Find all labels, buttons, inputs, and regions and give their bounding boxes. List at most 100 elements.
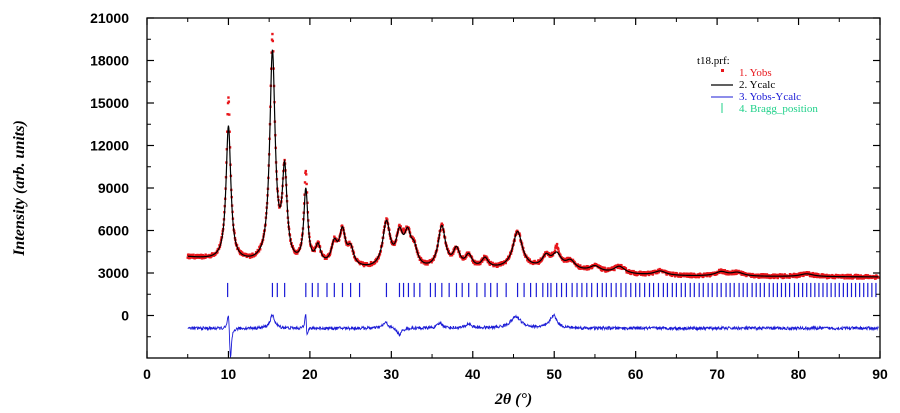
yobs-point bbox=[257, 250, 261, 253]
yobs-point bbox=[765, 275, 768, 279]
x-tick-label: 90 bbox=[872, 366, 888, 382]
yobs-point bbox=[227, 96, 230, 99]
yobs-point bbox=[639, 270, 642, 274]
yobs-point bbox=[192, 253, 195, 256]
yobs-point bbox=[772, 276, 776, 280]
yobs-point bbox=[855, 273, 858, 277]
yobs-point bbox=[386, 218, 389, 221]
yobs-point bbox=[749, 273, 752, 276]
yobs-point bbox=[472, 261, 476, 264]
yobs-point bbox=[756, 273, 760, 276]
yobs-point bbox=[430, 261, 433, 264]
legend-label: 3. Yobs-Ycalc bbox=[739, 91, 801, 103]
x-tick-label: 40 bbox=[465, 366, 481, 382]
yobs-point bbox=[737, 269, 740, 273]
yobs-point bbox=[823, 274, 826, 277]
legend-marker-yobs bbox=[721, 69, 724, 72]
yobs-point bbox=[494, 262, 498, 266]
yobs-point bbox=[635, 271, 638, 274]
yobs-point bbox=[575, 265, 578, 268]
yobs-point bbox=[797, 272, 801, 275]
yobs-point bbox=[702, 275, 705, 278]
yobs-point bbox=[333, 235, 336, 238]
yobs-point bbox=[616, 266, 619, 270]
yobs-point bbox=[773, 273, 777, 276]
yobs-point bbox=[313, 249, 316, 253]
yobs-point bbox=[375, 257, 378, 261]
yobs-point bbox=[241, 251, 244, 254]
yobs-point bbox=[294, 249, 297, 253]
yobs-point bbox=[441, 223, 444, 227]
yobs-point bbox=[546, 253, 550, 257]
yobs-point bbox=[238, 249, 241, 252]
yobs-point bbox=[186, 256, 189, 259]
yobs-point bbox=[811, 271, 815, 275]
yobs-point bbox=[660, 269, 664, 272]
yobs-point bbox=[816, 275, 819, 279]
yobs-point bbox=[323, 254, 326, 258]
yobs-point bbox=[697, 275, 700, 279]
yobs-point bbox=[829, 274, 832, 277]
yobs-point bbox=[473, 262, 477, 266]
yobs-point bbox=[763, 273, 766, 276]
yobs-point bbox=[736, 270, 739, 273]
yobs-point bbox=[557, 247, 560, 251]
yobs-point bbox=[856, 277, 859, 280]
yobs-point bbox=[613, 268, 616, 272]
yobs-point bbox=[533, 259, 536, 263]
yobs-point bbox=[432, 258, 435, 261]
yobs-point bbox=[447, 249, 450, 253]
yobs-point bbox=[465, 255, 468, 259]
yobs-point bbox=[706, 272, 709, 275]
yobs-point bbox=[685, 272, 688, 275]
yobs-point bbox=[245, 255, 248, 259]
yobs-point bbox=[482, 257, 485, 261]
yobs-point bbox=[812, 275, 816, 279]
yobs-point bbox=[373, 261, 377, 265]
yobs-point bbox=[305, 191, 309, 194]
yobs-point bbox=[708, 272, 711, 275]
yobs-point bbox=[611, 266, 615, 270]
yobs-point bbox=[796, 275, 800, 278]
yobs-point bbox=[815, 272, 818, 275]
yobs-point bbox=[557, 250, 560, 253]
yobs-point bbox=[555, 242, 559, 246]
x-tick-label: 70 bbox=[709, 366, 725, 382]
yobs-point bbox=[317, 241, 321, 244]
yobs-point bbox=[259, 248, 262, 251]
x-tick-label: 60 bbox=[628, 366, 644, 382]
yobs-point bbox=[597, 264, 600, 267]
yobs-point bbox=[504, 261, 507, 265]
yobs-point bbox=[480, 260, 484, 263]
x-tick-label: 10 bbox=[221, 366, 237, 382]
yobs-point bbox=[717, 268, 721, 272]
yobs-point bbox=[393, 243, 396, 246]
yobs-point bbox=[549, 255, 552, 258]
y-tick-label: 3000 bbox=[98, 265, 129, 281]
yobs-point bbox=[466, 251, 470, 254]
yobs-point bbox=[750, 275, 754, 278]
yobs-point bbox=[398, 223, 401, 227]
yobs-point bbox=[730, 273, 733, 276]
y-tick-label: 21000 bbox=[90, 10, 129, 26]
yobs-point bbox=[536, 262, 539, 265]
x-tick-label: 30 bbox=[384, 366, 400, 382]
y-tick-label: 0 bbox=[121, 308, 129, 324]
yobs-point bbox=[656, 271, 659, 275]
series-ycalc-line bbox=[187, 49, 879, 278]
yobs-point bbox=[375, 259, 379, 262]
yobs-point bbox=[365, 262, 369, 265]
yobs-point bbox=[464, 253, 468, 257]
yobs-point bbox=[543, 254, 547, 257]
yobs-point bbox=[583, 265, 586, 269]
yobs-point bbox=[550, 251, 554, 254]
yobs-point bbox=[838, 274, 842, 277]
yobs-point bbox=[647, 270, 650, 274]
yobs-point bbox=[348, 240, 351, 244]
yobs-point bbox=[422, 259, 425, 263]
yobs-point bbox=[528, 258, 531, 261]
yobs-point bbox=[843, 277, 846, 280]
yobs-point bbox=[606, 267, 609, 270]
yobs-point bbox=[579, 264, 582, 267]
